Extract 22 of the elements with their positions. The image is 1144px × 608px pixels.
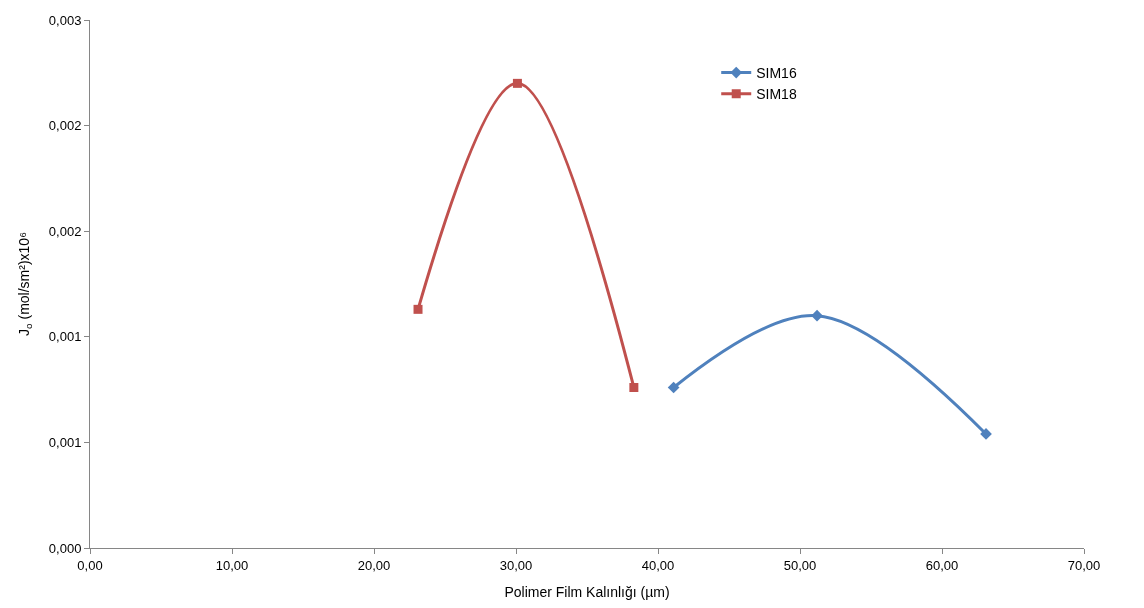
y-tick-label: 0,002	[48, 118, 82, 134]
y-tick-label: 0,001	[48, 434, 82, 450]
point	[811, 309, 823, 322]
x-axis-title: Polimer Film Kalınlığı (µm)	[504, 583, 670, 600]
y-tick-label: 0,000	[48, 540, 82, 556]
y-tick-label: 0,002	[48, 223, 82, 239]
legend-label: SIM16	[756, 65, 797, 82]
point	[512, 78, 522, 88]
point	[667, 381, 680, 394]
legend-label: SIM18	[756, 86, 797, 103]
y-tick-label: 0,001	[48, 329, 82, 345]
x-tick-label: 0,00	[77, 557, 103, 573]
x-tick-label: 40,00	[641, 557, 675, 573]
x-tick-label: 60,00	[925, 557, 959, 573]
x-tick-label: 30,00	[499, 557, 533, 573]
x-tick-label: 50,00	[783, 557, 817, 573]
point	[413, 304, 423, 314]
y-tick-label: 0,003	[48, 12, 82, 28]
point	[629, 382, 639, 392]
x-tick-label: 10,00	[215, 557, 249, 573]
x-tick-label: 70,00	[1067, 557, 1101, 573]
x-tick-label: 20,00	[357, 557, 391, 573]
